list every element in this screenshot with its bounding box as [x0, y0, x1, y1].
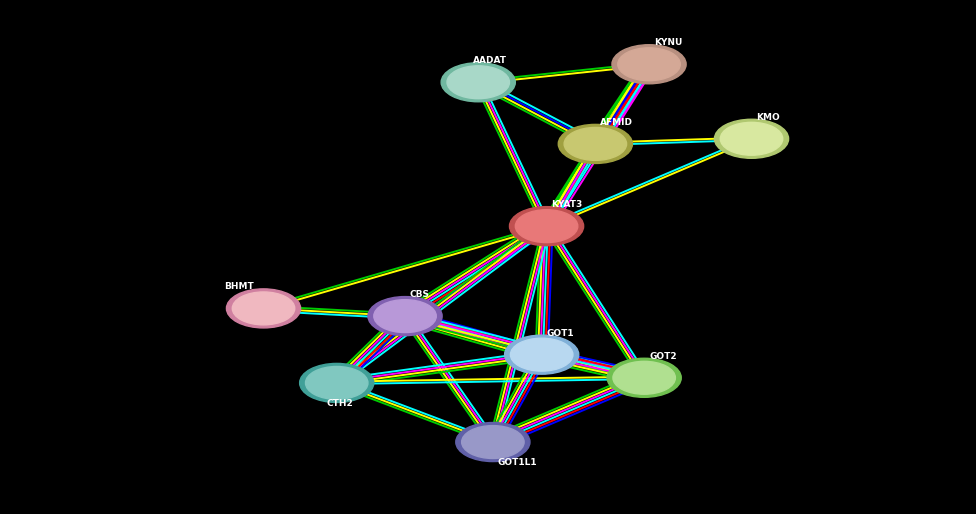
Text: AADAT: AADAT — [473, 56, 508, 65]
Circle shape — [305, 366, 368, 399]
Circle shape — [558, 124, 632, 163]
Circle shape — [607, 358, 681, 397]
Text: GOT1L1: GOT1L1 — [498, 457, 538, 467]
Circle shape — [456, 423, 530, 462]
Text: KYNU: KYNU — [654, 38, 682, 47]
Circle shape — [441, 63, 515, 102]
Circle shape — [564, 127, 627, 160]
Circle shape — [515, 210, 578, 243]
Circle shape — [618, 48, 680, 81]
Text: GOT1: GOT1 — [547, 328, 574, 338]
Circle shape — [462, 426, 524, 458]
Text: CTH2: CTH2 — [327, 398, 353, 408]
Text: AFMID: AFMID — [600, 118, 633, 127]
Circle shape — [232, 292, 295, 325]
Circle shape — [226, 289, 301, 328]
Text: KYAT3: KYAT3 — [551, 200, 583, 209]
Circle shape — [612, 45, 686, 84]
Text: CBS: CBS — [410, 290, 429, 299]
Circle shape — [613, 361, 675, 394]
Text: KMO: KMO — [756, 113, 780, 122]
Circle shape — [368, 297, 442, 336]
Circle shape — [720, 122, 783, 155]
Circle shape — [509, 207, 584, 246]
Circle shape — [447, 66, 509, 99]
Circle shape — [300, 363, 374, 402]
Circle shape — [505, 335, 579, 374]
Text: BHMT: BHMT — [224, 282, 254, 291]
Text: GOT2: GOT2 — [649, 352, 676, 361]
Circle shape — [714, 119, 789, 158]
Circle shape — [374, 300, 436, 333]
Circle shape — [510, 338, 573, 371]
